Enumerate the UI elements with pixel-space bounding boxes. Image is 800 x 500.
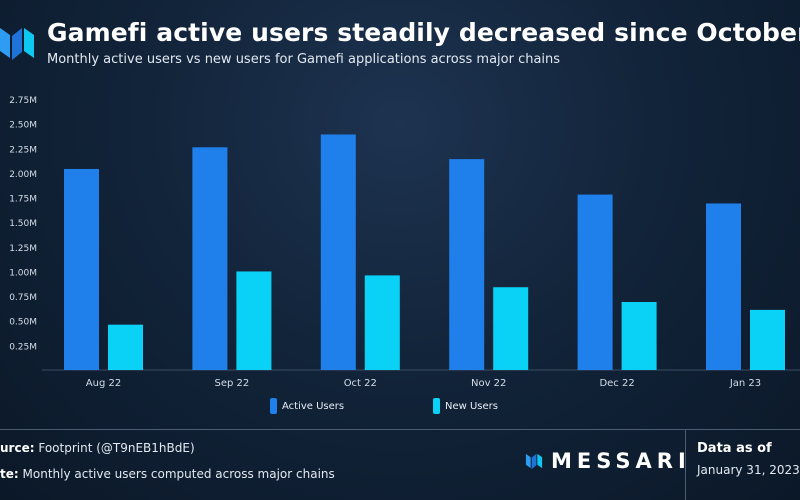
bar-active-users-aug-22 (64, 168, 99, 370)
bar-active-users-nov-22 (449, 159, 485, 370)
bar-active-users-oct-22 (320, 134, 356, 370)
bar-active-users-jan-23 (706, 203, 741, 370)
bar-new-users-oct-22 (364, 275, 400, 370)
legend-item-new-users: New Users (433, 397, 498, 415)
legend-label-active-users: Active Users (282, 400, 345, 412)
chart-subtitle: Monthly active users vs new users for Ga… (47, 52, 561, 67)
messari-logo-icon (0, 28, 34, 60)
chart-title: Gamefi active users steadily decreased s… (47, 18, 800, 47)
bar-active-users-dec-22 (577, 194, 613, 370)
footer-note-prefix: te: (0, 467, 19, 481)
y-tick-label: 2.00M (9, 170, 37, 180)
footer-note-text: Monthly active users computed across maj… (22, 467, 335, 481)
y-tick-label: 0.25M (9, 342, 37, 352)
y-tick-label: 0.50M (9, 318, 37, 328)
footer-note: te: Monthly active users computed across… (0, 467, 335, 481)
data-as-of-date: January 31, 2023 (697, 463, 800, 477)
bar-new-users-dec-22 (621, 302, 657, 370)
data-as-of-label: Data as of (697, 441, 772, 456)
messari-brand-icon (525, 453, 543, 470)
y-tick-label: 2.75M (9, 96, 37, 106)
y-axis-ticks: 0.25M 0.50M 0.75M 1.00M 1.25M 1.50M 1.75M 2.00M… (9, 96, 37, 352)
y-tick-label: 1.50M (9, 219, 37, 229)
brand-name: MESSARI (551, 449, 691, 473)
footer-source: urce: Footprint (@T9nEB1hBdE) (0, 441, 195, 455)
x-tick-label: Nov 22 (471, 378, 506, 389)
bar-chart: 0.25M 0.50M 0.75M 1.00M 1.25M 1.50M 1.75M 2.00M… (9, 96, 800, 389)
x-tick-label: Dec 22 (599, 378, 634, 389)
messari-brand: MESSARI (525, 449, 691, 473)
bar-new-users-nov-22 (493, 287, 529, 370)
x-tick-label: Aug 22 (86, 378, 121, 389)
legend-swatch-active-users (270, 398, 277, 414)
y-tick-label: 2.25M (9, 145, 37, 155)
x-tick-label: Oct 22 (344, 378, 377, 389)
footer-source-prefix: urce: (0, 441, 35, 455)
footer-source-text: Footprint (@T9nEB1hBdE) (38, 441, 195, 455)
legend-swatch-new-users (433, 398, 440, 414)
x-tick-label: Jan 23 (729, 378, 761, 389)
legend-item-active-users: Active Users (270, 397, 344, 415)
y-tick-label: 1.75M (9, 195, 37, 205)
bar-active-users-sep-22 (192, 147, 228, 370)
bar-marks (64, 134, 785, 370)
x-axis-ticks: Aug 22 Sep 22 Oct 22 Nov 22 Dec 22 Jan 23 (86, 378, 761, 389)
bar-new-users-sep-22 (236, 271, 272, 370)
footer-vertical-divider (685, 430, 686, 500)
bar-new-users-jan-23 (750, 309, 785, 370)
y-tick-label: 0.75M (9, 293, 37, 303)
x-tick-label: Sep 22 (215, 378, 250, 389)
y-tick-label: 2.50M (9, 121, 37, 131)
footer-divider (0, 429, 800, 430)
y-tick-label: 1.00M (9, 268, 37, 278)
bar-new-users-aug-22 (108, 324, 143, 370)
y-tick-label: 1.25M (9, 244, 37, 254)
legend-label-new-users: New Users (445, 400, 498, 412)
